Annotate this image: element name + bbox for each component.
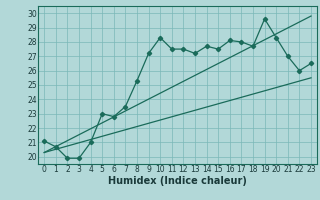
X-axis label: Humidex (Indice chaleur): Humidex (Indice chaleur) <box>108 176 247 186</box>
